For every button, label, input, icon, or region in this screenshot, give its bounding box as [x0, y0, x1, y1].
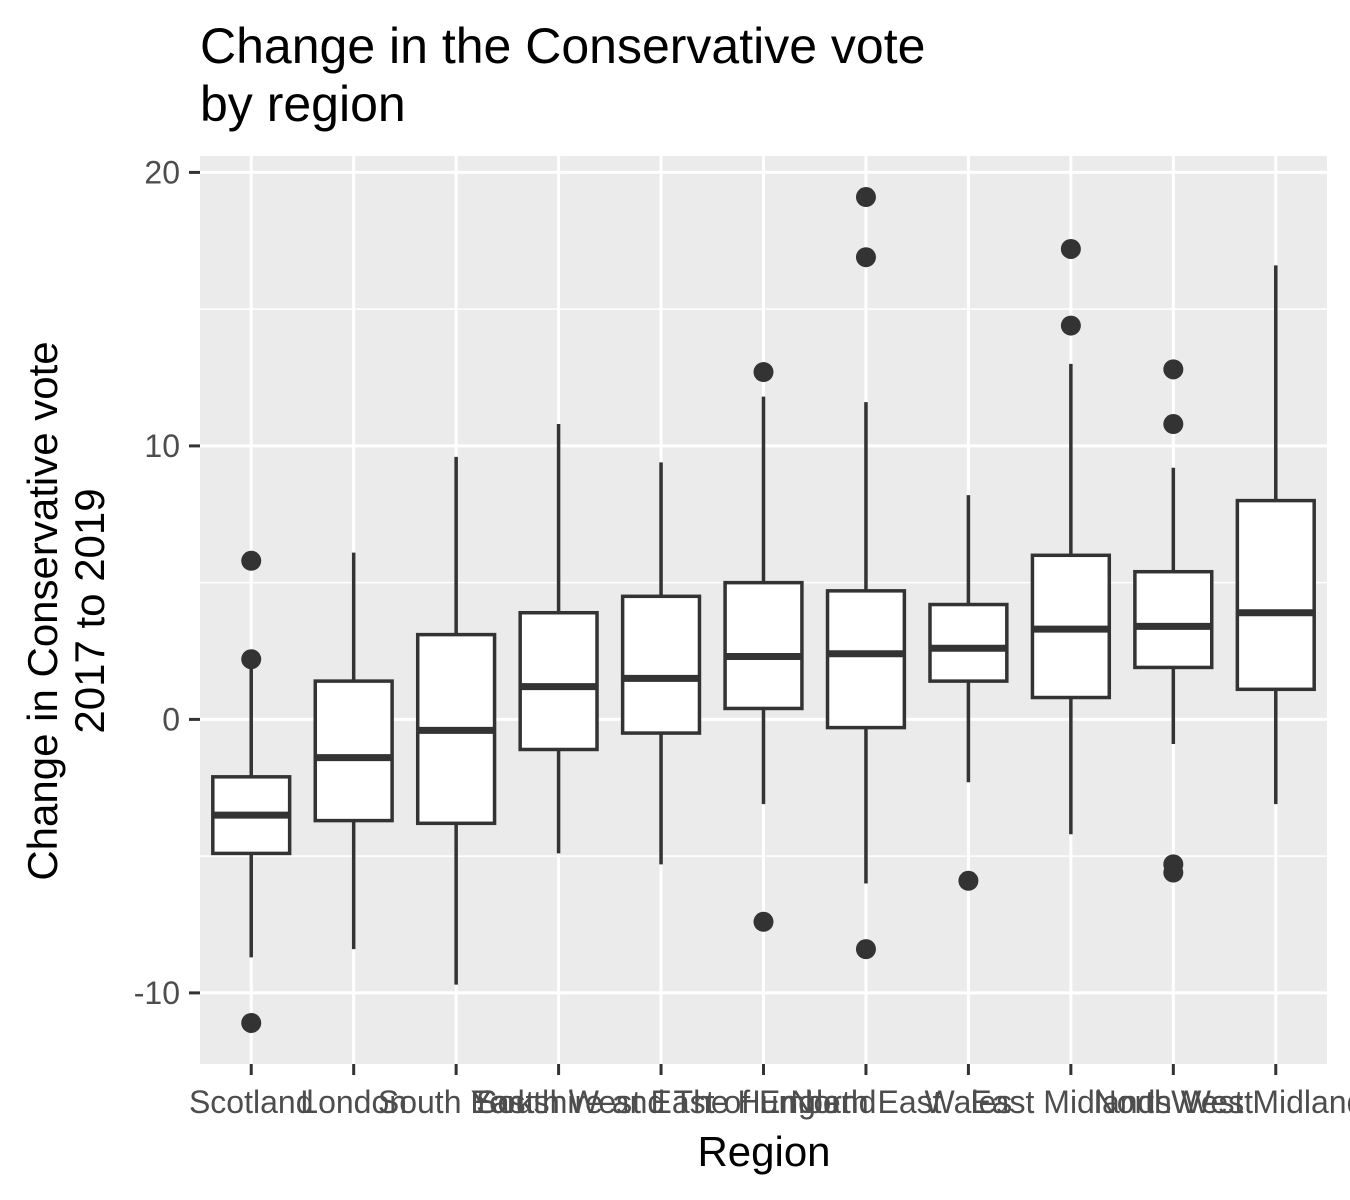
outlier-point	[1060, 238, 1081, 259]
x-tick-label: Scotland	[189, 1084, 314, 1120]
x-tick-label: North West	[1094, 1084, 1254, 1120]
chart-title-line-1: Change in the Conservative vote	[200, 18, 925, 74]
y-axis-title-line-1: Change in Conservative vote	[19, 341, 66, 880]
outlier-point	[753, 362, 774, 383]
outlier-point	[1163, 414, 1184, 435]
box-iqr	[518, 610, 599, 752]
x-tick-label: East Midlands	[970, 1084, 1171, 1120]
y-tick-label: 10	[144, 428, 180, 464]
box-group	[313, 552, 394, 950]
x-tick-label: West Midlands	[1171, 1084, 1350, 1120]
outlier-point	[1060, 315, 1081, 336]
box-group	[1235, 265, 1316, 805]
box-group	[415, 456, 497, 985]
x-tick-label: Wales	[925, 1084, 1013, 1120]
y-axis: -10 0 10 20	[134, 154, 200, 1011]
box-iqr	[1235, 498, 1316, 692]
box-group	[928, 495, 1009, 891]
box-iqr	[1133, 569, 1214, 670]
box-group	[723, 362, 804, 932]
box-group	[518, 424, 599, 854]
outlier-point	[855, 247, 876, 268]
x-tick-label: South West	[476, 1084, 641, 1120]
y-tick-label: 0	[162, 701, 180, 737]
box-group	[620, 462, 702, 865]
outlier-point	[958, 870, 979, 891]
box-group	[1133, 359, 1214, 883]
x-tick-label: London	[300, 1084, 407, 1120]
outlier-point	[1163, 359, 1184, 380]
box-group	[211, 550, 292, 1033]
box-group	[825, 187, 907, 960]
outlier-point	[855, 939, 876, 960]
y-tick-label: 20	[144, 154, 180, 190]
x-tick-label: Yorkshire and The Humber	[471, 1084, 852, 1120]
chart-title-line-2: by region	[200, 76, 406, 132]
outlier-point	[1163, 862, 1184, 883]
y-axis-title-line-2: 2017 to 2019	[66, 488, 113, 733]
outlier-point	[241, 550, 262, 571]
outlier-point	[855, 187, 876, 208]
box-iqr	[928, 602, 1009, 683]
outlier-point	[241, 1012, 262, 1033]
box-iqr	[620, 594, 702, 735]
outlier-point	[753, 911, 774, 932]
x-tick-label: South East	[378, 1084, 535, 1120]
box-layer	[211, 187, 1316, 1033]
x-axis-title: Region	[697, 1128, 830, 1175]
outlier-point	[241, 649, 262, 670]
box-iqr	[723, 580, 804, 711]
box-group	[1030, 238, 1112, 835]
x-tick-label: East of England	[651, 1084, 877, 1120]
y-tick-label: -10	[134, 975, 180, 1011]
x-tick-label: North East	[790, 1084, 941, 1120]
box-iqr	[313, 679, 394, 823]
box-iqr	[825, 589, 907, 730]
